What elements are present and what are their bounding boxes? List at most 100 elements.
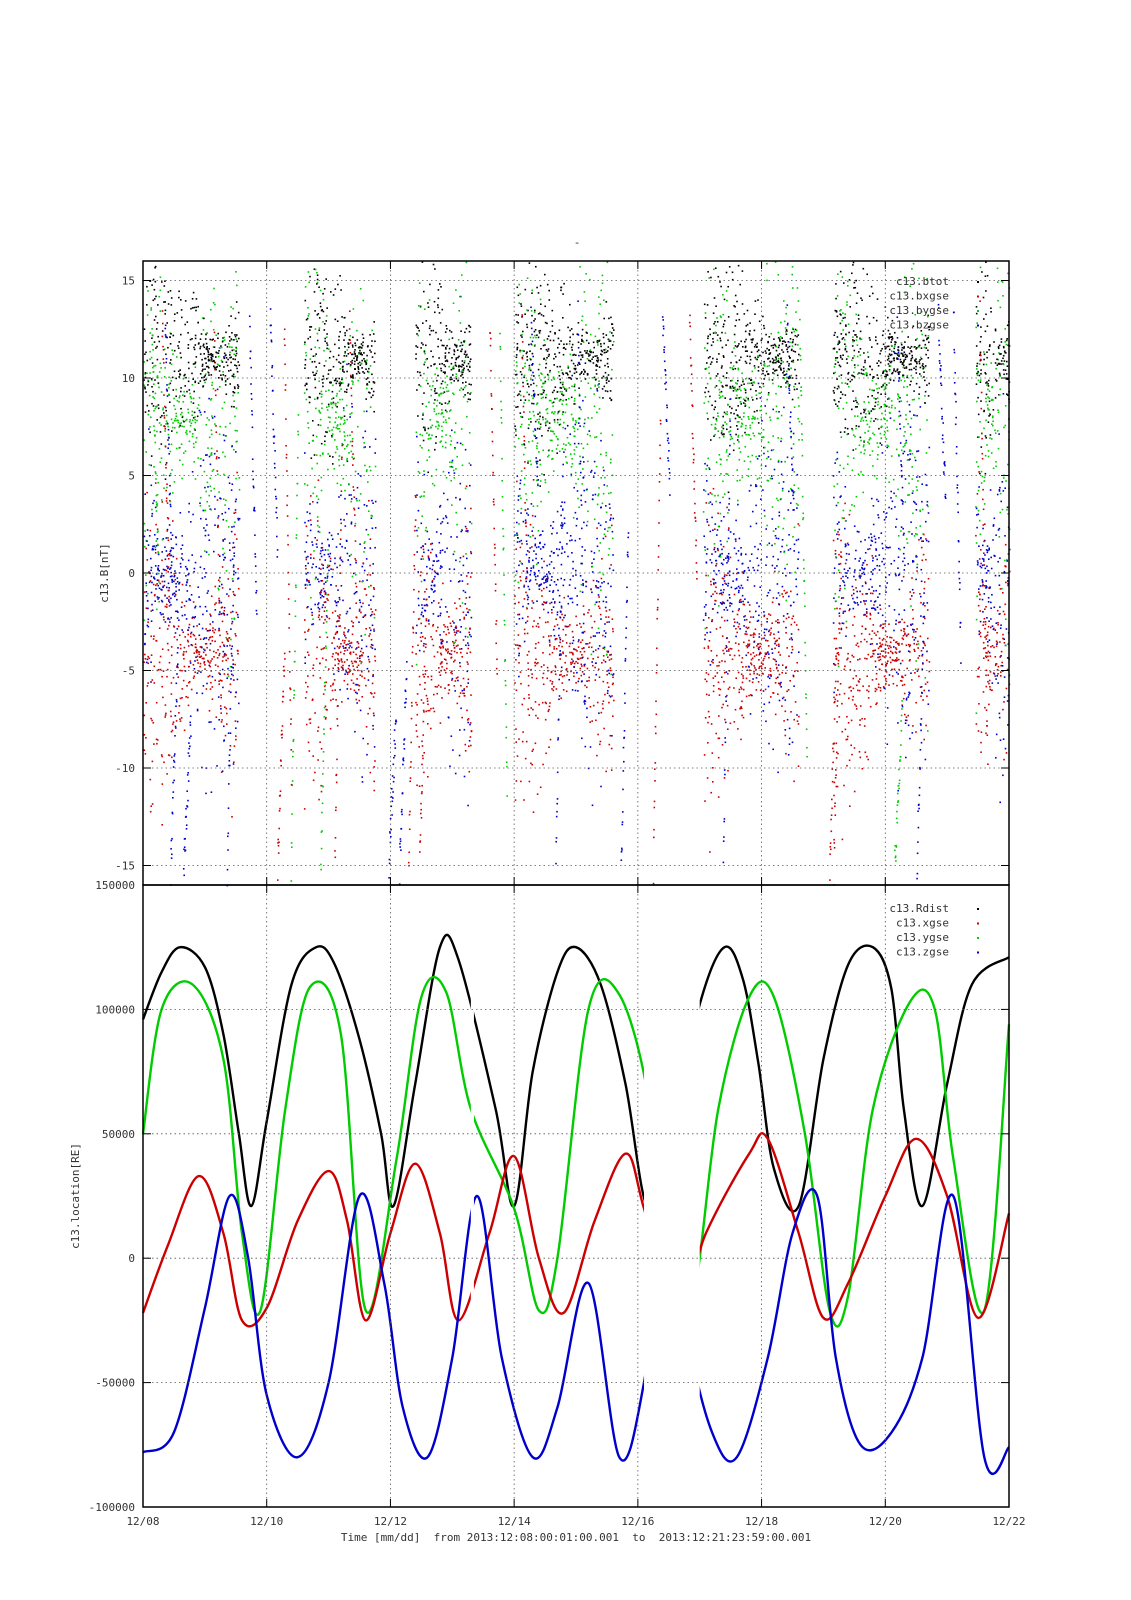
scatter-point [156, 358, 159, 361]
scatter-point [315, 366, 317, 368]
scatter-point [779, 367, 782, 369]
scatter-point [226, 378, 229, 380]
scatter-point [218, 654, 220, 657]
scatter-point [773, 468, 776, 471]
scatter-point [579, 266, 581, 268]
scatter-point [518, 540, 521, 543]
scatter-point [602, 336, 605, 339]
scatter-point [322, 567, 324, 570]
scatter-point [181, 697, 183, 699]
scatter-point [164, 280, 166, 282]
scatter-point [594, 603, 596, 606]
scatter-point [162, 407, 164, 409]
scatter-point [550, 579, 553, 581]
scatter-point [339, 383, 342, 386]
scatter-point [610, 514, 612, 516]
scatter-point [546, 338, 549, 340]
scatter-point [205, 628, 207, 630]
scatter-point [226, 723, 228, 725]
scatter-point [194, 616, 196, 618]
scatter-point [166, 773, 168, 775]
scatter-point [197, 662, 199, 664]
scatter-point [236, 430, 238, 432]
scatter-point [539, 298, 542, 301]
scatter-point [530, 707, 532, 709]
scatter-point [551, 683, 553, 685]
scatter-point [304, 631, 306, 633]
scatter-point [599, 571, 601, 574]
scatter-point [221, 641, 224, 644]
scatter-point [165, 423, 167, 425]
scatter-point [187, 645, 190, 647]
scatter-point [786, 330, 788, 332]
scatter-point [343, 339, 345, 341]
scatter-point [340, 382, 342, 384]
scatter-point [457, 676, 459, 679]
scatter-point [598, 408, 601, 410]
scatter-point [420, 632, 423, 634]
scatter-point [319, 424, 322, 427]
scatter-point [153, 635, 155, 637]
scatter-point [154, 506, 157, 509]
scatter-point [448, 365, 450, 368]
scatter-point [188, 440, 191, 443]
scatter-point [541, 530, 544, 532]
scatter-point [305, 681, 307, 684]
scatter-point [429, 437, 431, 440]
scatter-point [317, 313, 320, 315]
scatter-point [440, 642, 443, 645]
scatter-point [585, 339, 588, 342]
scatter-point [466, 661, 469, 663]
scatter-point [352, 651, 355, 653]
scatter-point [146, 372, 148, 374]
scatter-point [231, 483, 234, 485]
scatter-point [445, 633, 447, 636]
scatter-point [166, 642, 169, 645]
scatter-point [436, 379, 438, 382]
scatter-point [551, 681, 554, 683]
scatter-point [237, 385, 240, 388]
scatter-point [178, 705, 181, 707]
scatter-point [562, 381, 564, 384]
scatter-point [766, 640, 769, 642]
scatter-point [608, 503, 611, 505]
scatter-point [150, 455, 153, 457]
scatter-point [353, 592, 356, 595]
scatter-point [439, 614, 441, 617]
scatter-point [756, 350, 759, 353]
scatter-point [573, 675, 575, 678]
scatter-point [552, 628, 555, 631]
scatter-point [612, 334, 614, 337]
scatter-point [545, 602, 547, 604]
scatter-point [353, 689, 356, 692]
scatter-point [236, 613, 239, 616]
scatter-point [531, 607, 533, 609]
scatter-point [312, 667, 314, 670]
scatter-point [532, 430, 535, 433]
scatter-point [147, 621, 149, 623]
scatter-point [705, 553, 708, 555]
scatter-point [458, 345, 461, 347]
scatter-point [600, 289, 602, 292]
scatter-point [790, 502, 792, 504]
scatter-point [371, 611, 374, 613]
scatter-point [565, 690, 568, 693]
scatter-point [525, 493, 527, 495]
scatter-point [559, 674, 561, 676]
scatter-point [581, 371, 583, 373]
scatter-point [607, 616, 610, 618]
scatter-point [373, 616, 376, 619]
scatter-point [360, 611, 362, 614]
scatter-point [223, 439, 226, 442]
scatter-point [204, 357, 206, 360]
scatter-point [608, 547, 611, 550]
scatter-point [161, 572, 163, 575]
scatter-point [541, 701, 544, 704]
scatter-point [160, 599, 163, 602]
scatter-point [176, 638, 178, 641]
scatter-point [143, 439, 145, 441]
scatter-point [549, 644, 551, 647]
scatter-point [539, 423, 542, 425]
scatter-point [707, 645, 710, 648]
scatter-point [603, 533, 606, 536]
